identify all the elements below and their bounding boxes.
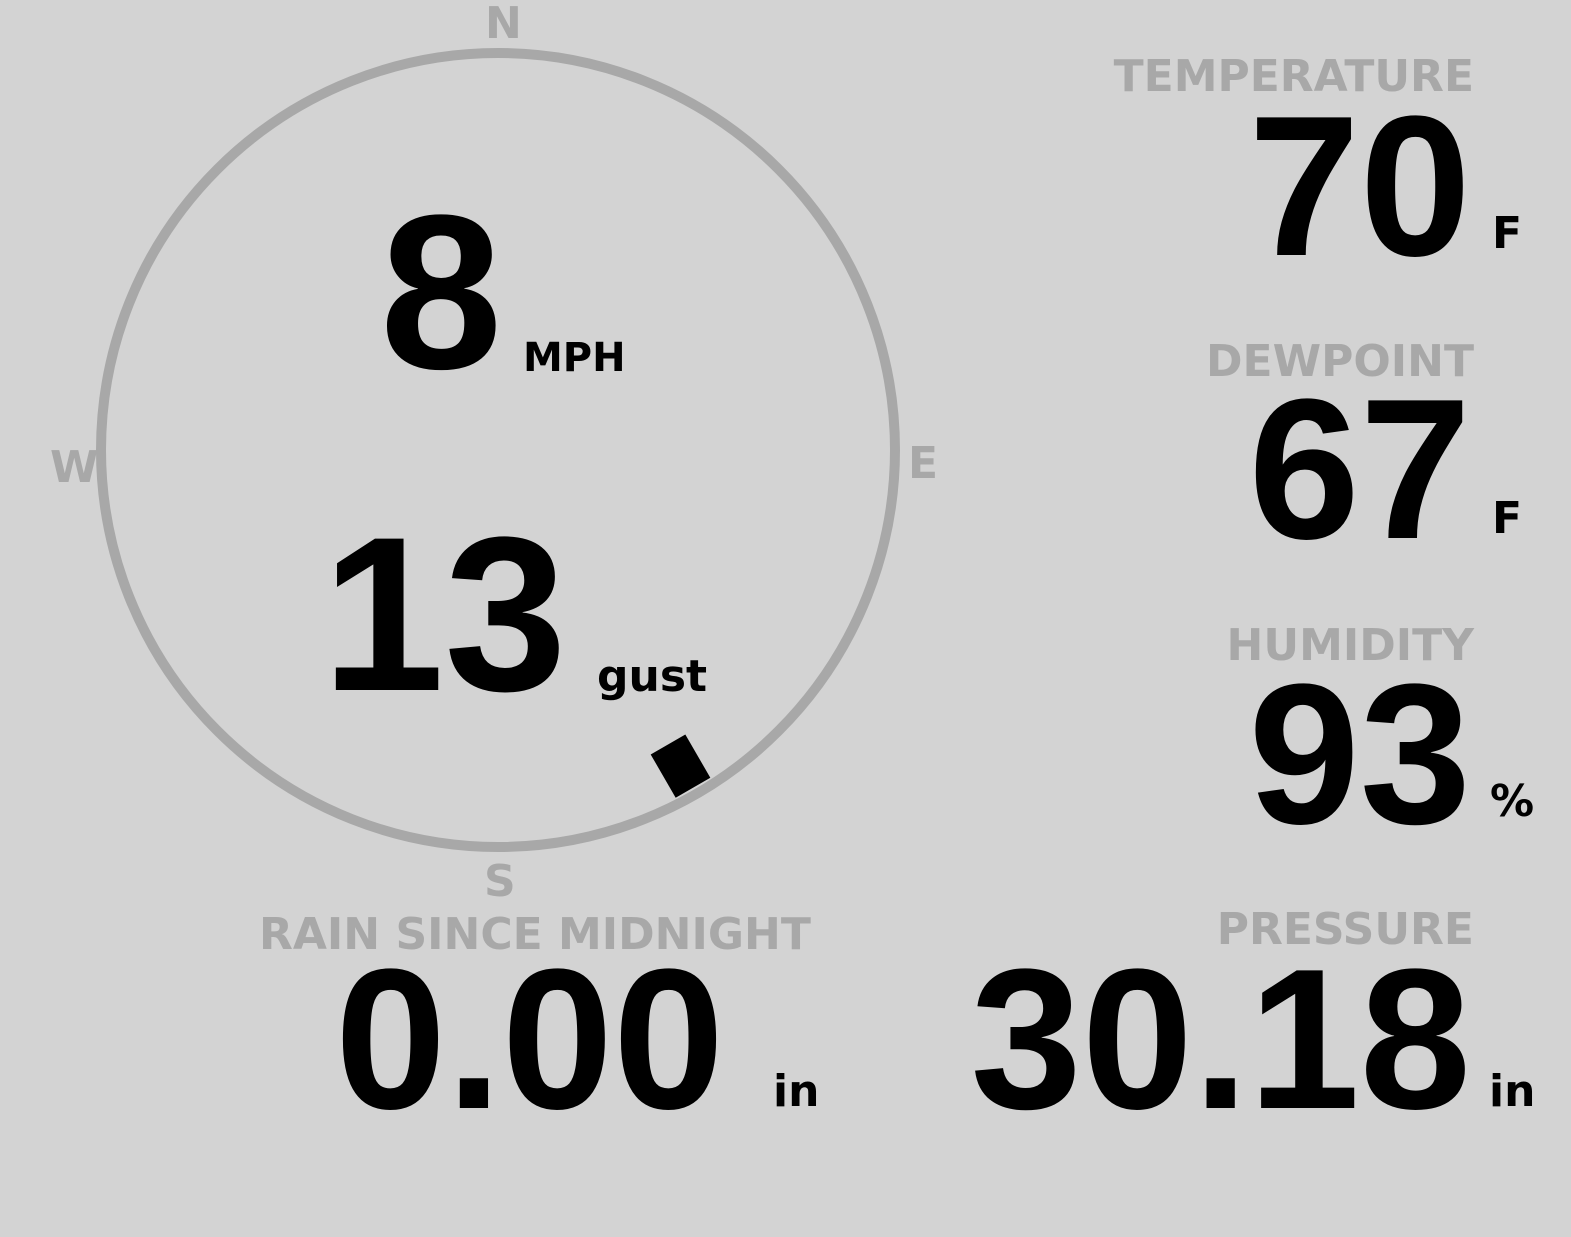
rain-label: RAIN SINCE MIDNIGHT (259, 909, 811, 960)
humidity-value: 93 (1248, 643, 1471, 866)
wind-speed-value: 8 (380, 169, 503, 415)
rain-unit: in (773, 1066, 820, 1117)
humidity-label: HUMIDITY (1226, 620, 1474, 671)
wind-gust-value: 13 (322, 491, 567, 737)
compass-ring (96, 48, 900, 852)
wind-speed-unit: MPH (523, 335, 626, 381)
temperature-unit: F (1492, 208, 1523, 259)
dewpoint-value: 67 (1248, 358, 1471, 581)
humidity-unit: % (1490, 776, 1535, 827)
compass-north: N (485, 0, 522, 49)
dewpoint-unit: F (1492, 493, 1523, 544)
dewpoint-label: DEWPOINT (1206, 336, 1474, 387)
compass-east: E (908, 438, 939, 489)
pressure-value: 30.18 (970, 928, 1472, 1151)
temperature-label: TEMPERATURE (1113, 51, 1474, 102)
compass-west: W (50, 442, 99, 493)
temperature-value: 70 (1248, 75, 1471, 298)
wind-direction-marker (650, 734, 711, 798)
pressure-unit: in (1489, 1066, 1536, 1117)
wind-gust-unit: gust (597, 651, 708, 702)
compass-south: S (484, 856, 516, 907)
rain-value: 0.00 (335, 928, 725, 1151)
pressure-label: PRESSURE (1216, 904, 1474, 955)
